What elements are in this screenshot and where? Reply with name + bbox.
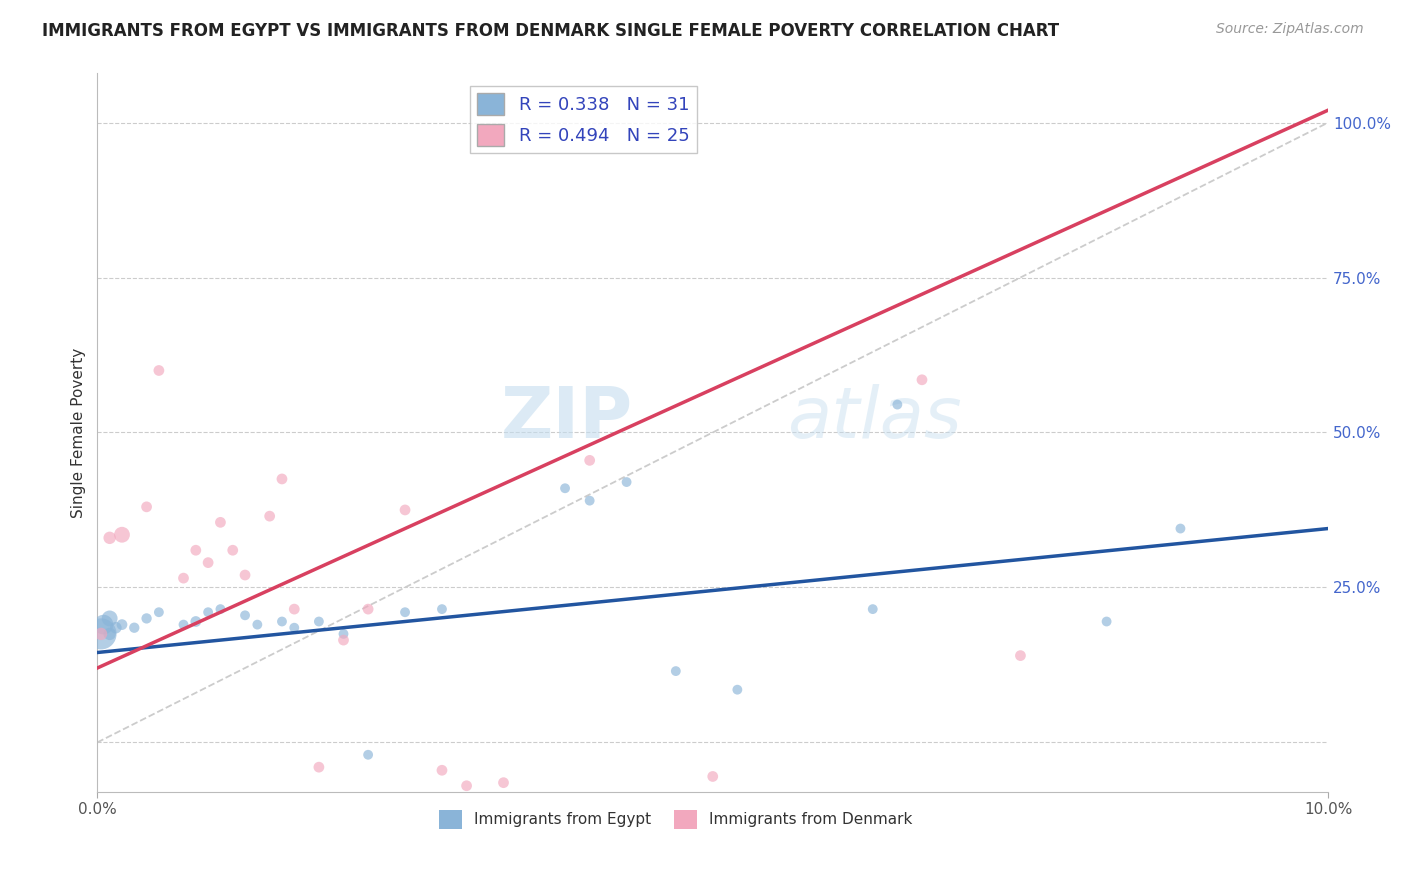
Text: atlas: atlas (786, 384, 962, 452)
Point (90, 627, 112, 641)
Point (1170, 522, 1192, 536)
Point (98, 531, 121, 545)
Text: Source: ZipAtlas.com: Source: ZipAtlas.com (1216, 22, 1364, 37)
Point (222, 543, 245, 558)
Point (148, 363, 170, 377)
Point (578, 493, 600, 508)
Point (394, 605, 416, 619)
Point (98, 627, 121, 641)
Point (135, 611, 157, 625)
Point (233, 568, 256, 582)
Point (148, 605, 170, 619)
Point (616, 475, 638, 489)
Point (578, 453, 600, 467)
Point (332, 627, 354, 641)
Point (98, 611, 121, 625)
Point (456, 779, 478, 793)
Point (90, 627, 112, 641)
Point (184, 543, 207, 558)
Point (725, 682, 748, 697)
Point (886, 398, 908, 412)
Point (308, 615, 330, 629)
Point (271, 615, 294, 629)
Point (308, 760, 330, 774)
Point (1010, 648, 1032, 663)
Point (135, 500, 157, 514)
Point (124, 621, 146, 635)
Point (702, 769, 724, 783)
Point (394, 503, 416, 517)
Point (184, 615, 207, 629)
Text: ZIP: ZIP (501, 384, 633, 452)
Point (357, 602, 380, 616)
Point (430, 602, 453, 616)
Point (430, 764, 453, 778)
Point (104, 621, 127, 635)
Point (246, 617, 269, 632)
Legend: Immigrants from Egypt, Immigrants from Denmark: Immigrants from Egypt, Immigrants from D… (433, 804, 918, 835)
Point (233, 608, 256, 623)
Point (911, 373, 934, 387)
Y-axis label: Single Female Poverty: Single Female Poverty (72, 347, 86, 517)
Point (492, 775, 515, 789)
Point (173, 571, 195, 585)
Point (93, 617, 115, 632)
Point (283, 621, 305, 635)
Point (209, 516, 232, 530)
Point (332, 633, 354, 648)
Point (111, 617, 134, 632)
Point (173, 617, 195, 632)
Point (554, 481, 576, 495)
Point (1095, 615, 1118, 629)
Text: IMMIGRANTS FROM EGYPT VS IMMIGRANTS FROM DENMARK SINGLE FEMALE POVERTY CORRELATI: IMMIGRANTS FROM EGYPT VS IMMIGRANTS FROM… (42, 22, 1059, 40)
Point (271, 472, 294, 486)
Point (665, 664, 688, 678)
Point (283, 602, 305, 616)
Point (209, 602, 232, 616)
Point (111, 527, 134, 541)
Point (259, 509, 281, 524)
Point (862, 602, 884, 616)
Point (197, 556, 219, 570)
Point (357, 747, 380, 762)
Point (197, 605, 219, 619)
